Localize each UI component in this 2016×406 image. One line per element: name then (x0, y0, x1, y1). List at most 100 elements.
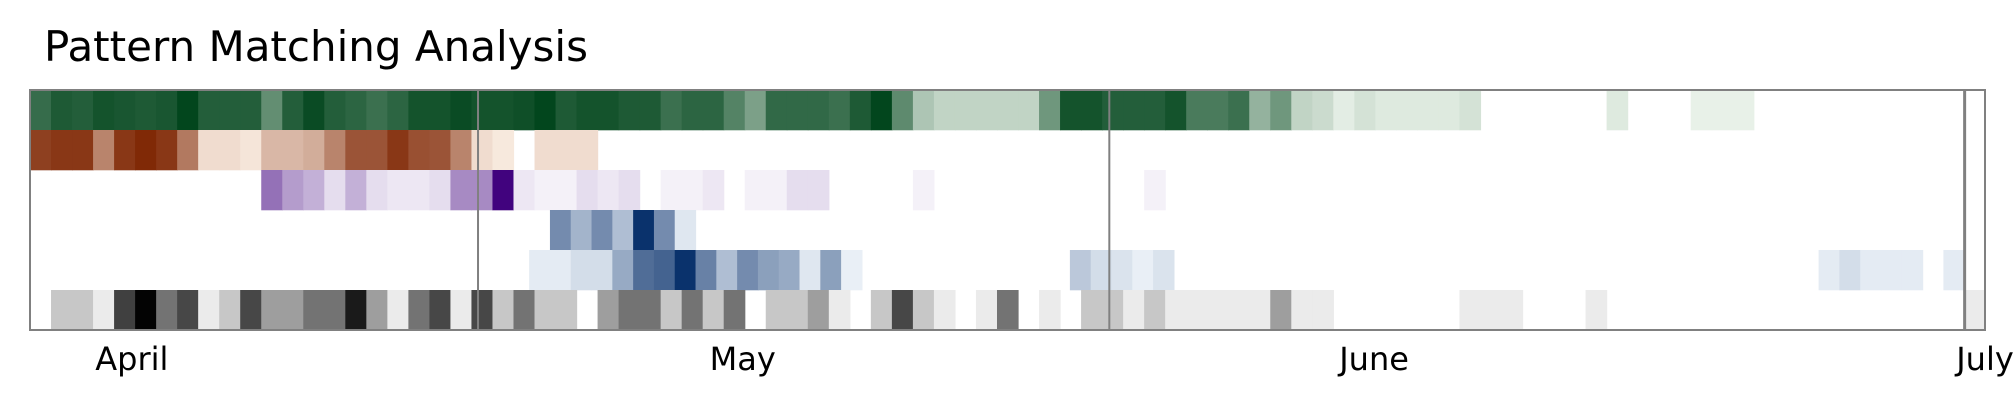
heatmap-cell (282, 290, 304, 331)
heatmap-cell (618, 90, 641, 131)
heatmap-cell (1039, 90, 1061, 131)
heatmap-cell (450, 130, 473, 171)
heatmap-cell (1228, 290, 1250, 331)
heatmap-cell (471, 90, 494, 131)
heatmap-cell (1144, 90, 1166, 131)
heatmap-cell (723, 290, 746, 331)
heatmap-cell (198, 130, 220, 171)
heatmap-cell (618, 170, 641, 211)
heatmap-cell (555, 290, 578, 331)
heatmap-cell (135, 290, 157, 331)
heatmap-cell (1312, 290, 1334, 331)
heatmap-cell (1123, 290, 1145, 331)
heatmap-cell (841, 250, 863, 291)
heatmap-cell (681, 90, 704, 131)
heatmap-cell (471, 290, 494, 331)
heatmap-cell (529, 250, 551, 291)
heatmap-cells (30, 90, 1986, 331)
heatmap-cell (597, 170, 620, 211)
heatmap-cell (366, 130, 388, 171)
heatmap-cell (198, 290, 220, 331)
heatmap-cell (681, 290, 704, 331)
heatmap-cell (429, 170, 452, 211)
heatmap-cell (1375, 90, 1397, 131)
heatmap-cell (716, 250, 738, 291)
heatmap-cell (387, 290, 409, 331)
heatmap-cell (72, 90, 94, 131)
heatmap-cell (408, 90, 431, 131)
heatmap-cell (1354, 90, 1376, 131)
heatmap-cell (1480, 290, 1503, 331)
heatmap-cell (471, 170, 494, 211)
heatmap-cell (591, 210, 613, 251)
heatmap-cell (933, 90, 956, 131)
heatmap-cell (324, 90, 346, 131)
heatmap-cell (534, 130, 557, 171)
heatmap-cell (534, 170, 557, 211)
heatmap-cell (597, 290, 620, 331)
heatmap-cell (870, 90, 893, 131)
heatmap-cell (1060, 90, 1082, 131)
heatmap-cell (1207, 290, 1229, 331)
heatmap-cell (570, 210, 593, 251)
heatmap-cell (660, 90, 683, 131)
heatmap-cell (555, 90, 578, 131)
heatmap-cell (345, 130, 367, 171)
heatmap-cell (492, 290, 515, 331)
heatmap-cell (807, 170, 830, 211)
heatmap-cell (996, 290, 1019, 331)
x-tick-label: June (1337, 340, 1409, 378)
heatmap-cell (828, 90, 851, 131)
heatmap-cell (786, 90, 809, 131)
heatmap-cell (1396, 90, 1419, 131)
heatmap-cell (695, 250, 717, 291)
heatmap-cell (1123, 90, 1145, 131)
heatmap-cell (954, 90, 977, 131)
heatmap-cell (1270, 90, 1292, 131)
heatmap-cell (114, 90, 136, 131)
heatmap-cell (156, 90, 178, 131)
heatmap-cell (744, 90, 767, 131)
heatmap-cell (1818, 250, 1841, 291)
heatmap-cell (450, 290, 473, 331)
heatmap-cell (737, 250, 759, 291)
heatmap-cell (219, 90, 241, 131)
heatmap-cell (1943, 250, 1965, 291)
heatmap-cell (933, 290, 956, 331)
heatmap-cell (996, 90, 1019, 131)
heatmap-cell (674, 210, 697, 251)
heatmap-cell (555, 170, 578, 211)
heatmap-cell (387, 90, 409, 131)
heatmap-cell (576, 170, 599, 211)
heatmap-cell (513, 170, 536, 211)
heatmap-cell (576, 130, 599, 171)
heatmap-cell (549, 250, 572, 291)
heatmap-cell (198, 90, 220, 131)
heatmap-cell (1018, 90, 1040, 131)
heatmap-cell (282, 130, 304, 171)
heatmap-cell (1153, 250, 1175, 291)
heatmap-cell (1711, 90, 1734, 131)
heatmap-cell (799, 250, 821, 291)
heatmap-cell (513, 90, 536, 131)
heatmap-cell (1249, 90, 1271, 131)
heatmap-cell (1459, 290, 1482, 331)
heatmap-cell (261, 130, 283, 171)
heatmap-cell (72, 130, 94, 171)
heatmap-cell (633, 250, 655, 291)
heatmap-cell (156, 130, 178, 171)
heatmap-cell (1606, 90, 1629, 131)
heatmap-cell (702, 90, 725, 131)
heatmap-cell (219, 130, 241, 171)
heatmap-cell (723, 90, 746, 131)
heatmap-cell (653, 210, 676, 251)
heatmap-cell (786, 290, 809, 331)
heatmap-cell (912, 90, 935, 131)
heatmap-cell (555, 130, 578, 171)
heatmap-cell (345, 290, 367, 331)
heatmap-cell (408, 130, 431, 171)
heatmap-cell (240, 290, 262, 331)
x-axis-ticks: April May June July (95, 340, 2014, 378)
heatmap-cell (870, 290, 893, 331)
heatmap-cell (757, 250, 780, 291)
